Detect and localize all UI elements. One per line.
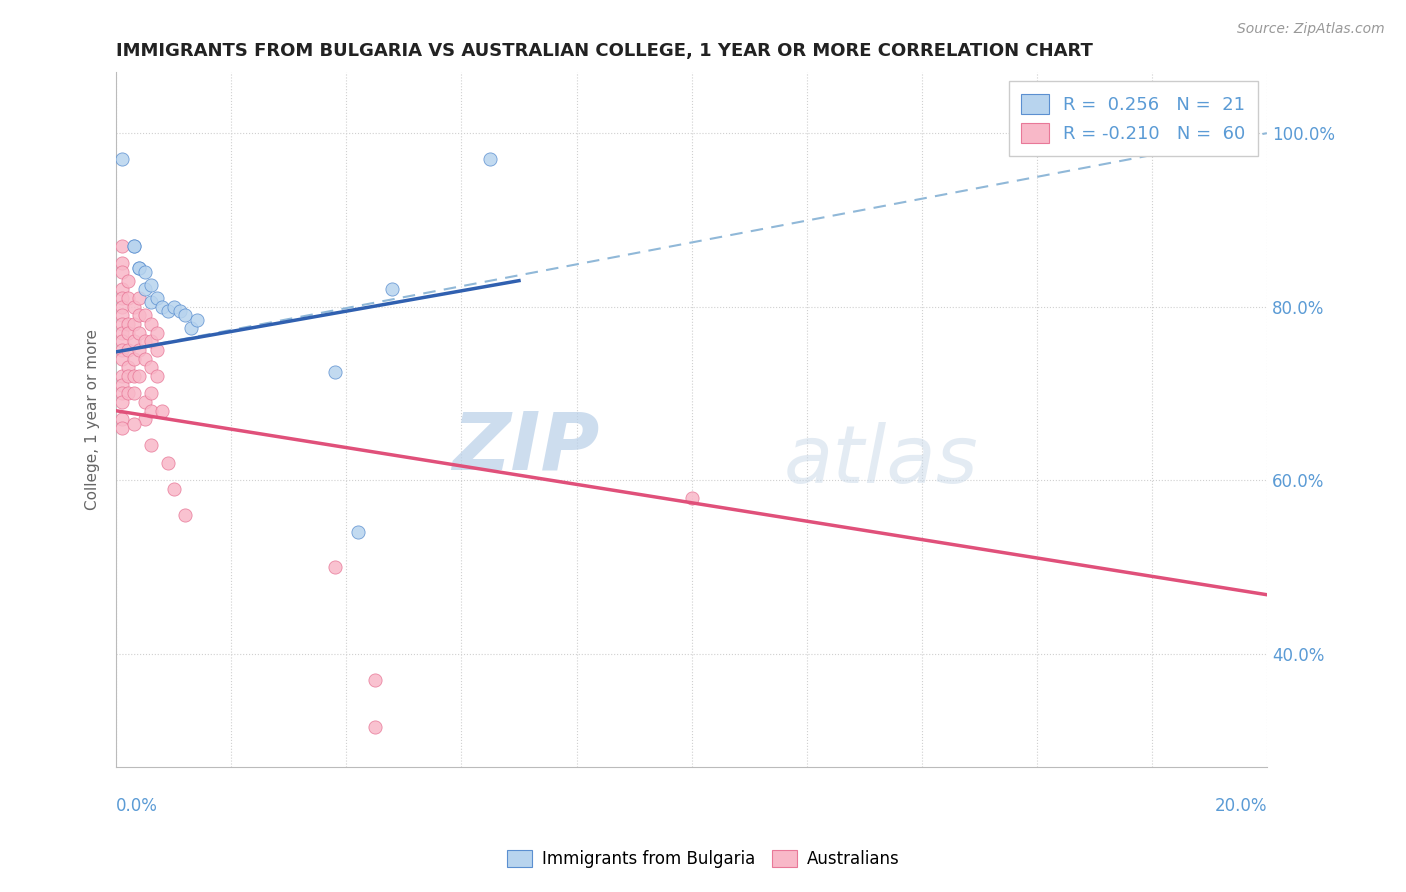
Point: [111, 369, 134, 384]
Point: [157, 456, 180, 470]
Point: [323, 560, 346, 574]
Point: [163, 300, 186, 314]
Point: [122, 300, 145, 314]
Point: [122, 386, 145, 401]
Point: [128, 369, 150, 384]
Point: [122, 334, 145, 349]
Point: [122, 239, 145, 253]
Point: [111, 239, 134, 253]
Point: [111, 317, 134, 331]
Point: [157, 304, 180, 318]
Point: [111, 282, 134, 296]
Point: [111, 300, 134, 314]
Point: [111, 309, 134, 323]
Point: [134, 351, 156, 366]
Point: [139, 295, 162, 310]
Point: [111, 343, 134, 357]
Point: [347, 525, 370, 540]
Text: Source: ZipAtlas.com: Source: ZipAtlas.com: [1237, 22, 1385, 37]
Legend: R =  0.256   N =  21, R = -0.210   N =  60: R = 0.256 N = 21, R = -0.210 N = 60: [1010, 81, 1258, 155]
Point: [381, 282, 404, 296]
Point: [111, 152, 134, 166]
Point: [134, 265, 156, 279]
Point: [139, 404, 162, 418]
Point: [145, 291, 167, 305]
Text: atlas: atlas: [783, 422, 979, 500]
Point: [479, 152, 502, 166]
Point: [117, 386, 139, 401]
Point: [186, 312, 208, 326]
Point: [145, 343, 167, 357]
Point: [122, 417, 145, 431]
Point: [139, 386, 162, 401]
Point: [122, 239, 145, 253]
Point: [364, 721, 387, 735]
Point: [134, 412, 156, 426]
Point: [128, 343, 150, 357]
Text: 0.0%: 0.0%: [117, 797, 157, 815]
Point: [111, 386, 134, 401]
Point: [134, 395, 156, 409]
Point: [128, 291, 150, 305]
Point: [117, 369, 139, 384]
Point: [117, 360, 139, 375]
Point: [111, 265, 134, 279]
Point: [139, 334, 162, 349]
Text: ZIP: ZIP: [453, 409, 599, 486]
Point: [122, 317, 145, 331]
Point: [174, 508, 197, 522]
Point: [134, 309, 156, 323]
Point: [323, 365, 346, 379]
Point: [117, 326, 139, 340]
Point: [364, 673, 387, 687]
Point: [128, 260, 150, 275]
Point: [117, 343, 139, 357]
Point: [139, 360, 162, 375]
Point: [180, 321, 202, 335]
Point: [134, 334, 156, 349]
Point: [111, 395, 134, 409]
Point: [111, 412, 134, 426]
Point: [111, 291, 134, 305]
Point: [117, 291, 139, 305]
Point: [145, 369, 167, 384]
Point: [150, 404, 173, 418]
Point: [122, 351, 145, 366]
Text: 20.0%: 20.0%: [1215, 797, 1267, 815]
Point: [111, 377, 134, 392]
Point: [145, 326, 167, 340]
Point: [128, 309, 150, 323]
Y-axis label: College, 1 year or more: College, 1 year or more: [86, 329, 100, 510]
Point: [111, 256, 134, 270]
Point: [150, 300, 173, 314]
Point: [128, 260, 150, 275]
Point: [122, 369, 145, 384]
Point: [117, 317, 139, 331]
Point: [163, 482, 186, 496]
Point: [139, 317, 162, 331]
Point: [111, 351, 134, 366]
Legend: Immigrants from Bulgaria, Australians: Immigrants from Bulgaria, Australians: [501, 843, 905, 875]
Point: [174, 309, 197, 323]
Point: [111, 421, 134, 435]
Point: [128, 326, 150, 340]
Point: [139, 277, 162, 292]
Point: [134, 282, 156, 296]
Text: IMMIGRANTS FROM BULGARIA VS AUSTRALIAN COLLEGE, 1 YEAR OR MORE CORRELATION CHART: IMMIGRANTS FROM BULGARIA VS AUSTRALIAN C…: [117, 42, 1092, 60]
Point: [139, 438, 162, 452]
Point: [111, 326, 134, 340]
Point: [117, 274, 139, 288]
Point: [681, 491, 703, 505]
Point: [111, 334, 134, 349]
Point: [169, 304, 191, 318]
